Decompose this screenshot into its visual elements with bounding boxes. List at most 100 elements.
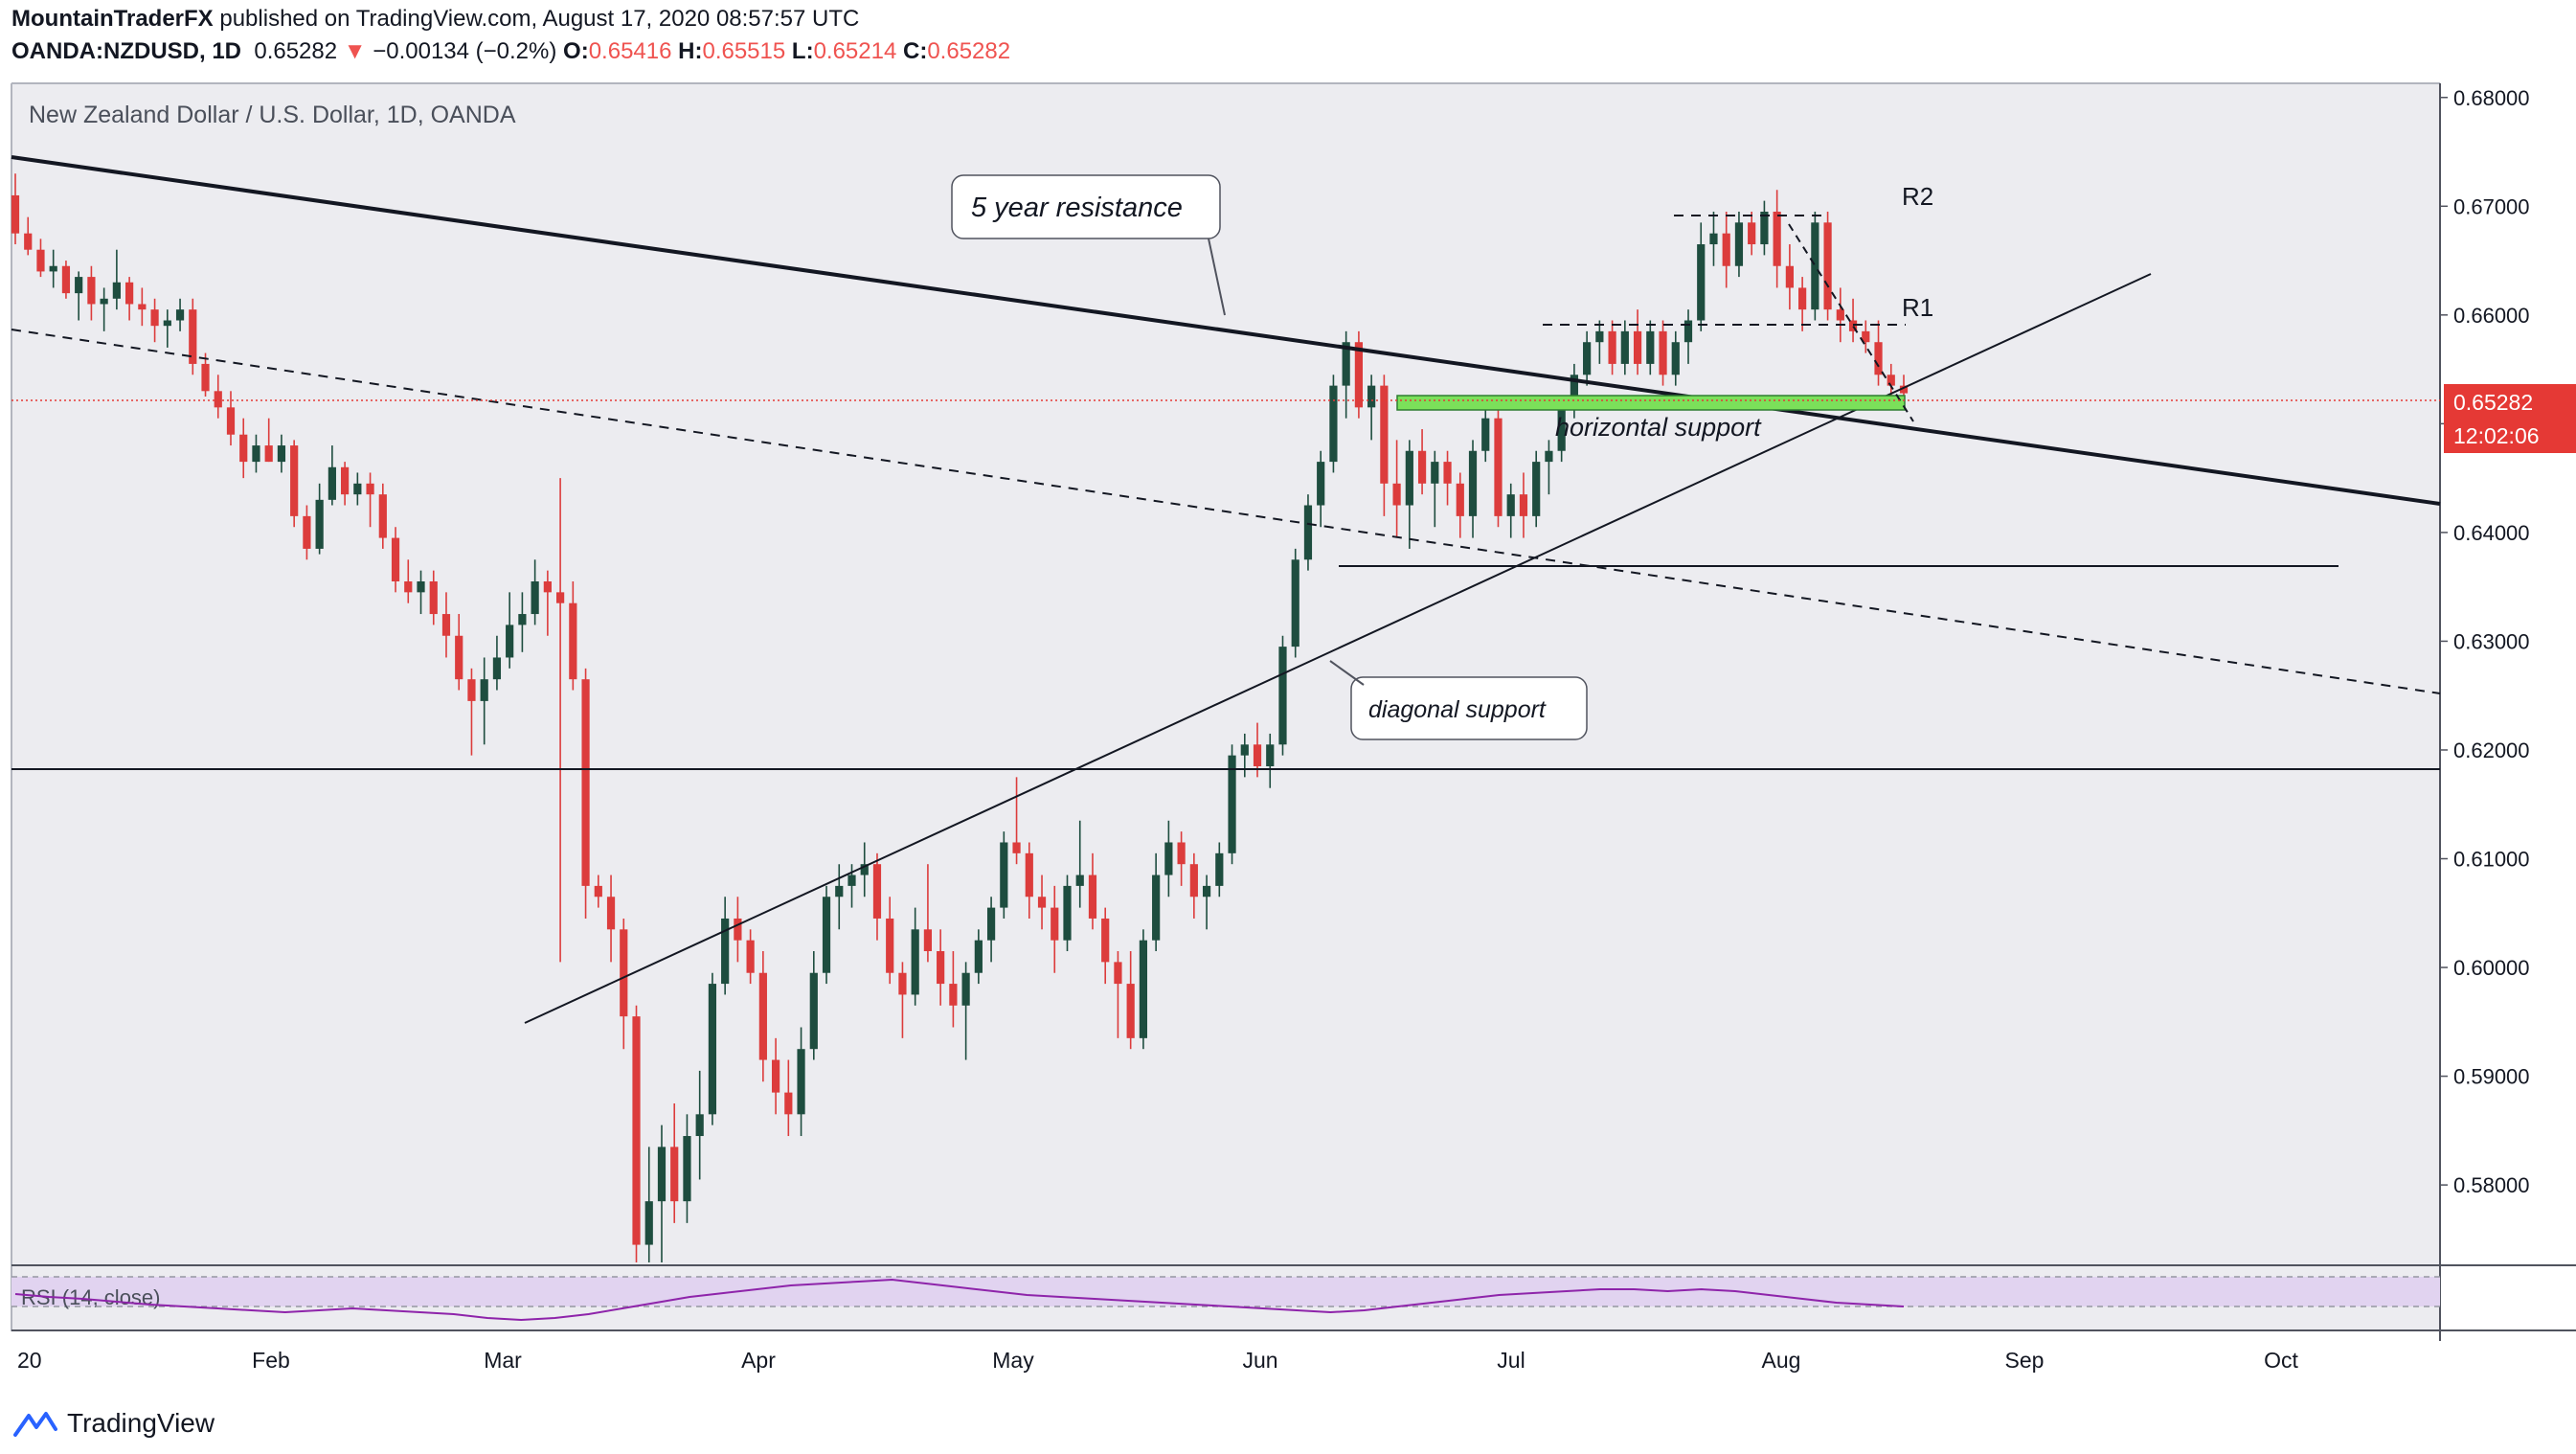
candle-body bbox=[175, 309, 185, 321]
change-value: −0.00134 (−0.2%) bbox=[373, 38, 557, 64]
candle-body bbox=[1722, 233, 1730, 266]
candle-body bbox=[937, 951, 945, 985]
r1-label[interactable]: R1 bbox=[1902, 293, 1933, 322]
candle-body bbox=[695, 1114, 704, 1137]
horizontal-support-label[interactable]: horizontal support bbox=[1555, 413, 1762, 442]
r2-label[interactable]: R2 bbox=[1902, 182, 1933, 211]
candle-body bbox=[1848, 320, 1858, 331]
horizontal-support-zone[interactable] bbox=[1396, 395, 1906, 411]
candle-body bbox=[1329, 385, 1338, 463]
candle-body bbox=[1253, 744, 1262, 767]
close-label: C: bbox=[903, 38, 928, 64]
candle-body bbox=[1519, 494, 1528, 516]
candle-body bbox=[1025, 852, 1033, 897]
price-axis[interactable]: 0.680000.670000.660000.650000.640000.630… bbox=[2440, 86, 2530, 1197]
diagonal-callout-box bbox=[1350, 676, 1588, 740]
candle-body bbox=[949, 984, 958, 1006]
candle-body bbox=[1000, 842, 1008, 908]
candle-body bbox=[480, 679, 488, 701]
publish-info: MountainTraderFX published on TradingVie… bbox=[11, 6, 859, 33]
open-label: O: bbox=[563, 38, 589, 64]
candle-body bbox=[1798, 287, 1807, 310]
resistance-callout-text: 5 year resistance bbox=[971, 193, 1183, 223]
candle-body bbox=[353, 483, 362, 495]
candle-body bbox=[872, 864, 882, 919]
candle-body bbox=[264, 445, 273, 463]
time-axis-label: Oct bbox=[2264, 1348, 2298, 1373]
candle-body bbox=[644, 1201, 653, 1245]
open-value: 0.65416 bbox=[588, 38, 672, 64]
candle-body bbox=[467, 679, 476, 701]
publisher-name[interactable]: MountainTraderFX bbox=[11, 6, 214, 32]
candle-body bbox=[1671, 342, 1680, 375]
candle-body bbox=[75, 277, 83, 294]
candle-body bbox=[1392, 483, 1401, 506]
candle-body bbox=[721, 918, 730, 985]
candle-body bbox=[201, 363, 210, 392]
candle-body bbox=[214, 391, 222, 408]
candle-body bbox=[683, 1136, 691, 1202]
candle-body bbox=[100, 298, 108, 305]
candle-body bbox=[1468, 450, 1478, 516]
rsi-label[interactable]: RSI (14, close) bbox=[21, 1285, 161, 1309]
candle-body bbox=[1063, 885, 1072, 941]
candle-body bbox=[1126, 984, 1135, 1038]
candle-series bbox=[11, 173, 1909, 1262]
five-year-resistance-line[interactable] bbox=[11, 155, 2441, 506]
candle-body bbox=[1608, 330, 1616, 364]
last-price-badge[interactable]: 0.65282 12:02:06 bbox=[2444, 384, 2576, 453]
tradingview-branding[interactable]: TradingView bbox=[13, 1404, 215, 1443]
candle-body bbox=[1734, 222, 1744, 266]
candle-body bbox=[708, 984, 717, 1115]
candle-body bbox=[1215, 852, 1224, 886]
time-axis[interactable]: 20 Feb Mar Apr May Jun Jul Aug Sep Oct bbox=[17, 1348, 2298, 1373]
candle-body bbox=[1278, 647, 1287, 745]
candle-body bbox=[49, 265, 57, 272]
candle-body bbox=[1557, 407, 1566, 451]
tradingview-brand-text: TradingView bbox=[67, 1408, 215, 1438]
candle-body bbox=[1532, 462, 1541, 516]
candle-body bbox=[518, 614, 527, 625]
last-price-badge-countdown: 12:02:06 bbox=[2453, 423, 2540, 448]
candle-body bbox=[1202, 885, 1211, 897]
candle-body bbox=[1709, 233, 1718, 245]
candle-body bbox=[1380, 385, 1389, 484]
price-axis-label: 0.60000 bbox=[2453, 956, 2530, 980]
candle-body bbox=[961, 972, 970, 1006]
candle-body bbox=[189, 309, 197, 364]
candle-body bbox=[87, 277, 96, 305]
close-value: 0.65282 bbox=[927, 38, 1011, 64]
candle-body bbox=[1114, 962, 1122, 985]
candle-body bbox=[1075, 875, 1084, 886]
time-axis-label: Mar bbox=[484, 1348, 522, 1373]
high-value: 0.65515 bbox=[702, 38, 786, 64]
candle-body bbox=[1595, 330, 1604, 343]
last-price: 0.65282 bbox=[254, 38, 338, 64]
candle-body bbox=[404, 580, 413, 593]
price-axis-label: 0.66000 bbox=[2453, 304, 2530, 328]
candle-body bbox=[822, 897, 831, 973]
candle-body bbox=[797, 1049, 805, 1115]
candle-body bbox=[1291, 559, 1299, 647]
candle-body bbox=[138, 304, 147, 310]
candle-body bbox=[1037, 897, 1047, 908]
candle-body bbox=[1773, 211, 1781, 266]
diagonal-callout[interactable]: diagonal support bbox=[1329, 660, 1588, 740]
drawings: R2 R1 horizontal support bbox=[11, 155, 2441, 1024]
candle-body bbox=[923, 929, 933, 952]
dashed-trend-line[interactable] bbox=[11, 329, 2441, 694]
candle-body bbox=[860, 864, 869, 875]
candle-body bbox=[632, 1016, 641, 1245]
short-downtrend-line[interactable] bbox=[1788, 223, 1914, 422]
resistance-callout-box bbox=[951, 174, 1221, 239]
resistance-callout[interactable]: 5 year resistance bbox=[951, 174, 1226, 316]
candle-body bbox=[974, 940, 983, 973]
symbol-label[interactable]: OANDA:NZDUSD, 1D bbox=[11, 38, 241, 64]
candle-body bbox=[11, 194, 20, 234]
candle-body bbox=[506, 625, 514, 658]
candle-body bbox=[734, 918, 742, 941]
rsi-indicator: RSI (14, close) bbox=[11, 1276, 2440, 1322]
time-axis-label: Apr bbox=[741, 1348, 776, 1373]
price-axis-label: 0.58000 bbox=[2453, 1173, 2530, 1197]
